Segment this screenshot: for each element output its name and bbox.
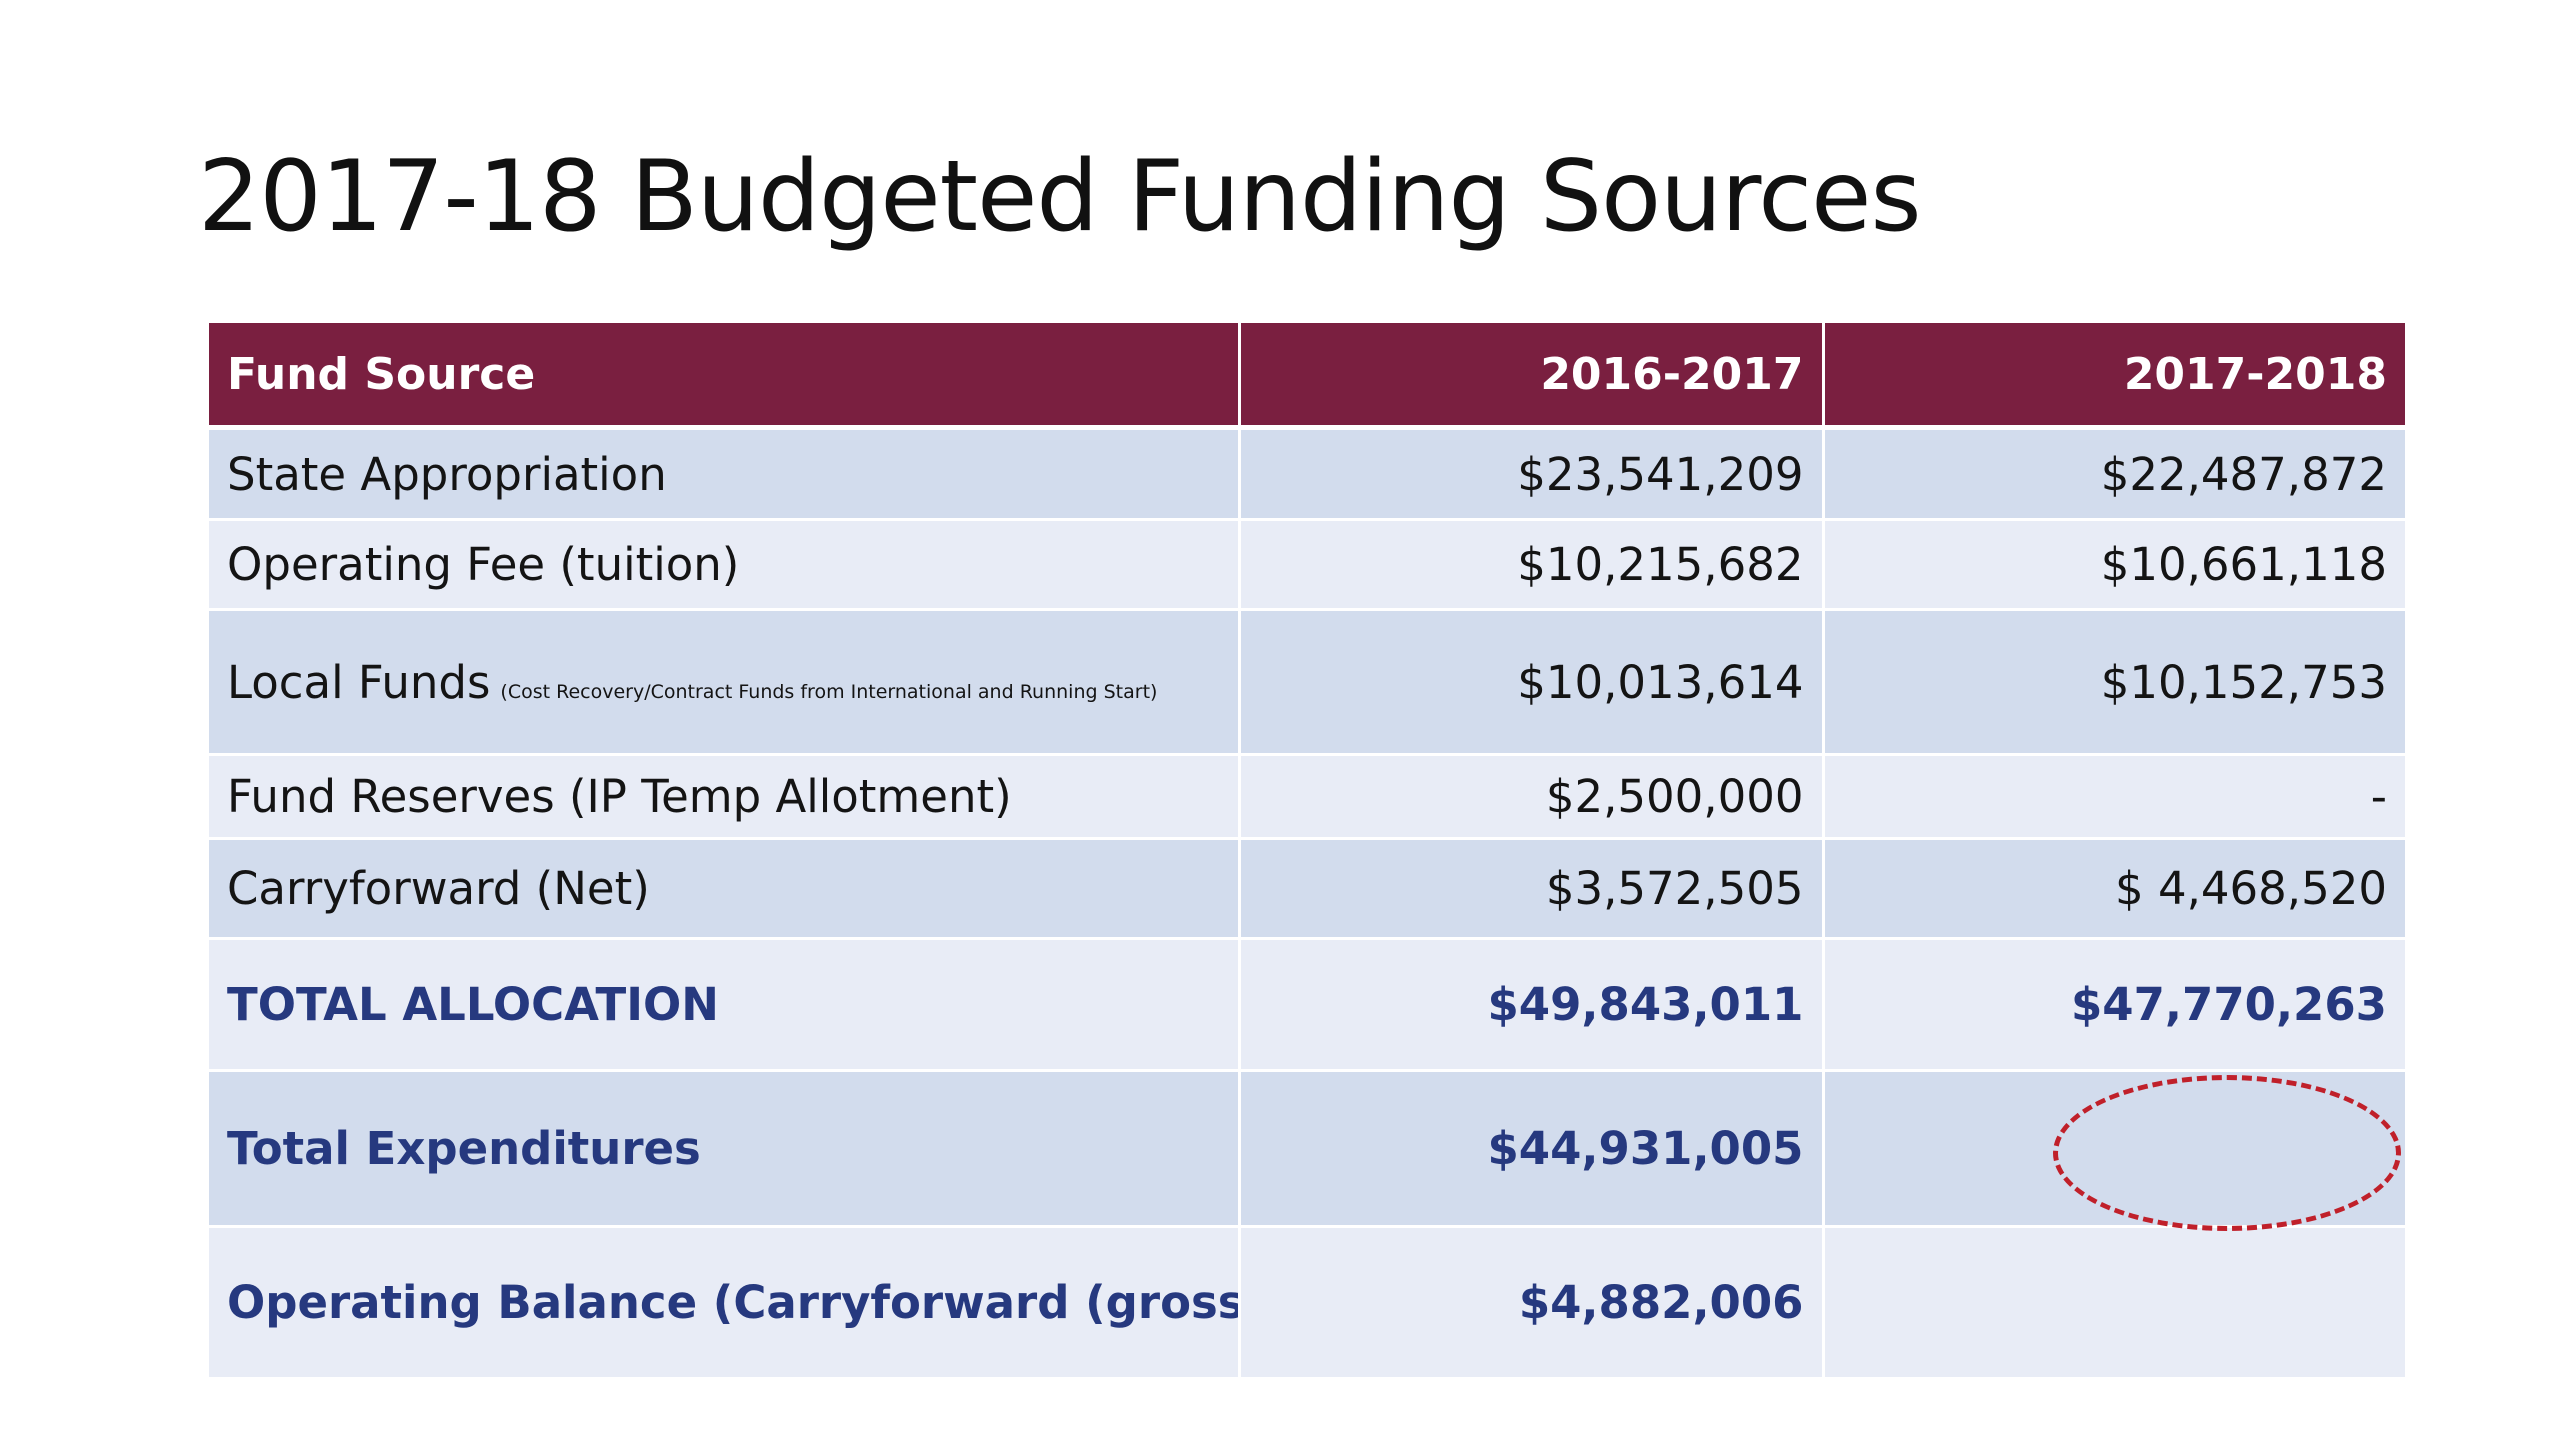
value-2016-2017-cell: $3,572,505 bbox=[1239, 838, 1825, 940]
fund-source-cell: Total Expenditures bbox=[209, 1070, 1241, 1228]
header-2016-2017: 2016-2017 bbox=[1239, 323, 1825, 430]
fund-source-cell: Fund Reserves (IP Temp Allotment) bbox=[209, 754, 1241, 840]
value-2017-2018-cell bbox=[1823, 1070, 2405, 1228]
value-2017-2018-cell: $47,770,263 bbox=[1823, 938, 2405, 1072]
table-row: Carryforward (Net) $3,572,505 $ 4,468,52… bbox=[209, 838, 2405, 940]
value-2016-2017-cell: $44,931,005 bbox=[1239, 1070, 1825, 1228]
value-2016-2017-cell: $4,882,006 bbox=[1239, 1226, 1825, 1380]
value-2017-2018-cell: $ 4,468,520 bbox=[1823, 838, 2405, 940]
fund-source-note: (Cost Recovery/Contract Funds from Inter… bbox=[500, 680, 1158, 703]
value-2016-2017-cell: $10,013,614 bbox=[1239, 609, 1825, 756]
table-row-operating-balance: Operating Balance (Carryforward (gross))… bbox=[209, 1226, 2405, 1380]
fund-source-cell: TOTAL ALLOCATION bbox=[209, 938, 1241, 1072]
table-row: Operating Fee (tuition) $10,215,682 $10,… bbox=[209, 519, 2405, 611]
value-2016-2017-cell: $49,843,011 bbox=[1239, 938, 1825, 1072]
fund-source-cell: Local Funds (Cost Recovery/Contract Funds… bbox=[209, 609, 1241, 756]
value-2017-2018-cell: $10,661,118 bbox=[1823, 519, 2405, 611]
fund-source-cell: Carryforward (Net) bbox=[209, 838, 1241, 940]
value-2017-2018-cell: - bbox=[1823, 754, 2405, 840]
fund-source-cell: Operating Balance (Carryforward (gross)) bbox=[209, 1226, 1241, 1380]
table-row-total-allocation: TOTAL ALLOCATION $49,843,011 $47,770,263 bbox=[209, 938, 2405, 1072]
value-2017-2018-cell: $22,487,872 bbox=[1823, 427, 2405, 521]
fund-source-label: Local Funds bbox=[227, 655, 491, 709]
table-row-total-expenditures: Total Expenditures $44,931,005 bbox=[209, 1070, 2405, 1228]
value-2016-2017-cell: $23,541,209 bbox=[1239, 427, 1825, 521]
value-2017-2018-cell: $10,152,753 bbox=[1823, 609, 2405, 756]
table-row: Fund Reserves (IP Temp Allotment) $2,500… bbox=[209, 754, 2405, 840]
value-2016-2017-cell: $2,500,000 bbox=[1239, 754, 1825, 840]
header-2017-2018: 2017-2018 bbox=[1823, 323, 2405, 430]
slide-title: 2017-18 Budgeted Funding Sources bbox=[198, 140, 1922, 254]
fund-source-cell: State Appropriation bbox=[209, 427, 1241, 521]
fund-source-cell: Operating Fee (tuition) bbox=[209, 519, 1241, 611]
value-2016-2017-cell: $10,215,682 bbox=[1239, 519, 1825, 611]
table-header-row: Fund Source 2016-2017 2017-2018 bbox=[209, 323, 2405, 430]
funding-sources-table: Fund Source 2016-2017 2017-2018 State Ap… bbox=[209, 323, 2405, 1380]
value-2017-2018-cell bbox=[1823, 1226, 2405, 1380]
table-row: State Appropriation $23,541,209 $22,487,… bbox=[209, 427, 2405, 521]
table-row: Local Funds (Cost Recovery/Contract Funds… bbox=[209, 609, 2405, 756]
header-fund-source: Fund Source bbox=[209, 323, 1241, 430]
